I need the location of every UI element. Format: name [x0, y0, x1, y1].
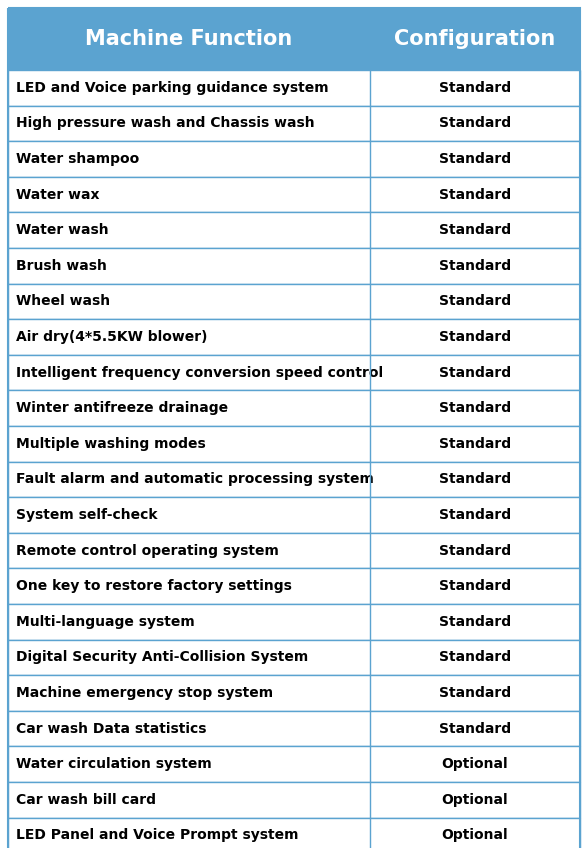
Text: Standard: Standard	[439, 152, 511, 166]
Bar	[8, 106, 580, 142]
Text: Brush wash: Brush wash	[16, 259, 107, 273]
Bar	[8, 711, 580, 746]
Bar	[8, 533, 580, 568]
Bar	[8, 248, 580, 283]
Text: Standard: Standard	[439, 187, 511, 202]
Text: Winter antifreeze drainage: Winter antifreeze drainage	[16, 401, 228, 416]
Text: Water circulation system: Water circulation system	[16, 757, 212, 771]
Text: Machine emergency stop system: Machine emergency stop system	[16, 686, 273, 700]
Text: Optional: Optional	[442, 793, 508, 806]
Text: Car wash bill card: Car wash bill card	[16, 793, 156, 806]
Bar	[8, 212, 580, 248]
Bar	[8, 817, 580, 848]
Text: Standard: Standard	[439, 437, 511, 451]
Text: Standard: Standard	[439, 722, 511, 735]
Text: Standard: Standard	[439, 365, 511, 380]
Text: Standard: Standard	[439, 401, 511, 416]
Bar	[8, 426, 580, 461]
Text: Configuration: Configuration	[394, 29, 556, 49]
Text: Standard: Standard	[439, 294, 511, 309]
Text: Digital Security Anti-Collision System: Digital Security Anti-Collision System	[16, 650, 308, 664]
Text: Machine Function: Machine Function	[85, 29, 292, 49]
Text: High pressure wash and Chassis wash: High pressure wash and Chassis wash	[16, 116, 315, 131]
Text: Standard: Standard	[439, 472, 511, 487]
Text: LED and Voice parking guidance system: LED and Voice parking guidance system	[16, 81, 329, 95]
Bar	[8, 142, 580, 176]
Text: Standard: Standard	[439, 259, 511, 273]
Text: Standard: Standard	[439, 81, 511, 95]
Bar	[8, 568, 580, 604]
Text: Standard: Standard	[439, 544, 511, 558]
Text: Water shampoo: Water shampoo	[16, 152, 139, 166]
Text: Standard: Standard	[439, 223, 511, 237]
Bar	[8, 390, 580, 426]
Text: Wheel wash: Wheel wash	[16, 294, 110, 309]
Text: Intelligent frequency conversion speed control: Intelligent frequency conversion speed c…	[16, 365, 383, 380]
Bar	[8, 604, 580, 639]
Text: Fault alarm and automatic processing system: Fault alarm and automatic processing sys…	[16, 472, 374, 487]
Text: Optional: Optional	[442, 828, 508, 842]
Text: Air dry(4*5.5KW blower): Air dry(4*5.5KW blower)	[16, 330, 208, 344]
Bar	[8, 176, 580, 212]
Text: Remote control operating system: Remote control operating system	[16, 544, 279, 558]
Text: Standard: Standard	[439, 508, 511, 522]
Text: Standard: Standard	[439, 650, 511, 664]
Bar	[8, 319, 580, 354]
Text: Standard: Standard	[439, 615, 511, 629]
Text: LED Panel and Voice Prompt system: LED Panel and Voice Prompt system	[16, 828, 299, 842]
Text: Optional: Optional	[442, 757, 508, 771]
Text: Water wax: Water wax	[16, 187, 99, 202]
Bar	[8, 283, 580, 319]
Bar	[8, 497, 580, 533]
Bar	[8, 70, 580, 106]
Text: Standard: Standard	[439, 579, 511, 594]
Bar	[8, 461, 580, 497]
Bar	[8, 8, 580, 70]
Text: Standard: Standard	[439, 686, 511, 700]
Bar	[8, 782, 580, 817]
Bar	[8, 675, 580, 711]
Text: Car wash Data statistics: Car wash Data statistics	[16, 722, 206, 735]
Text: Standard: Standard	[439, 330, 511, 344]
Text: Multiple washing modes: Multiple washing modes	[16, 437, 206, 451]
Bar	[8, 746, 580, 782]
Text: System self-check: System self-check	[16, 508, 158, 522]
Bar	[8, 354, 580, 390]
Bar	[8, 639, 580, 675]
Text: Water wash: Water wash	[16, 223, 109, 237]
Text: Multi-language system: Multi-language system	[16, 615, 195, 629]
Text: Standard: Standard	[439, 116, 511, 131]
Text: One key to restore factory settings: One key to restore factory settings	[16, 579, 292, 594]
